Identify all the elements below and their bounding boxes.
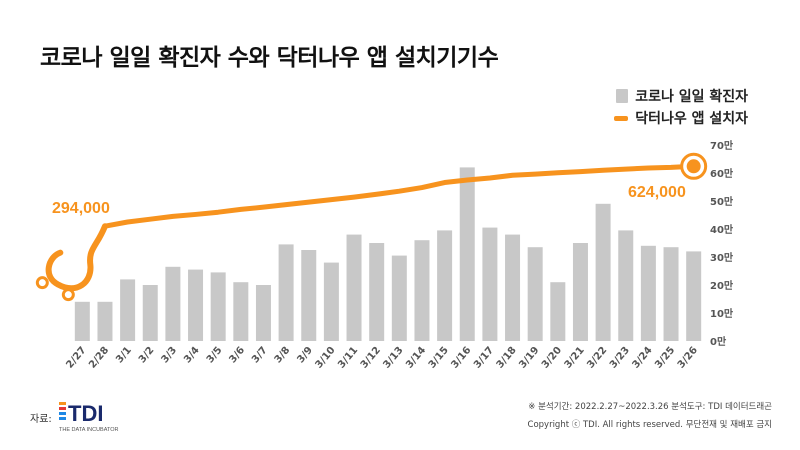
bar-3/11 [346, 234, 362, 341]
chart-title: 코로나 일일 확진자 수와 닥터나우 앱 설치기기수 [40, 45, 499, 71]
x-tick-label: 3/4 [182, 345, 202, 366]
legend-swatch-line [614, 115, 629, 121]
x-tick-label: 2/27 [64, 345, 88, 371]
stethoscope-earpiece [35, 276, 49, 290]
x-tick-label: 3/25 [653, 345, 677, 371]
x-tick-label: 3/10 [313, 345, 337, 371]
bar-3/21 [572, 243, 588, 341]
x-tick-label: 3/23 [608, 345, 632, 371]
end-marker-inner [686, 159, 701, 174]
logo-subtext: THE DATA INCUBATOR [59, 427, 119, 433]
bar-3/5 [210, 272, 226, 341]
bar-3/3 [165, 266, 181, 341]
bar-2/27 [74, 301, 90, 341]
x-tick-label: 3/15 [427, 345, 451, 371]
x-tick-label: 3/20 [540, 345, 564, 371]
y-tick-label: 50만 [710, 195, 734, 208]
legend-swatch-bars [616, 89, 629, 103]
x-tick-label: 3/9 [295, 345, 315, 366]
legend-label-line: 닥터나우 앱 설치자 [635, 111, 748, 127]
x-tick-label: 3/14 [404, 345, 428, 371]
x-tick-label: 2/28 [87, 345, 111, 371]
x-tick-label: 3/7 [250, 345, 270, 366]
x-tick-label: 3/18 [495, 345, 519, 371]
y-tick-label: 10만 [710, 307, 734, 320]
footer-period: ※ 분석기간: 2022.2.27~2022.3.26 분석도구: TDI 데이… [528, 402, 772, 412]
x-tick-label: 3/19 [517, 345, 541, 371]
bar-3/2 [142, 285, 158, 341]
bar-3/14 [414, 240, 430, 341]
y-tick-label: 60만 [710, 167, 734, 180]
tdi-logo: TDI THE DATA INCUBATOR [59, 401, 119, 433]
bar-3/26 [686, 251, 702, 341]
bar-3/24 [640, 245, 656, 341]
x-tick-label: 3/13 [381, 345, 405, 371]
bar-3/25 [663, 247, 679, 341]
bar-3/9 [301, 250, 317, 341]
bar-3/7 [255, 285, 271, 341]
x-tick-label: 3/8 [273, 345, 293, 366]
source-label: 자료: [30, 414, 52, 425]
x-tick-label: 3/17 [472, 345, 496, 371]
bar-3/19 [527, 247, 543, 341]
legend-label-bars: 코로나 일일 확진자 [635, 89, 748, 105]
bar-3/17 [482, 227, 498, 341]
bar-3/8 [278, 244, 294, 341]
bar-3/22 [595, 203, 611, 341]
x-tick-label: 3/6 [227, 345, 247, 366]
annotation-start: 294,000 [52, 200, 110, 217]
x-tick-label: 3/22 [585, 345, 609, 371]
stethoscope-earpiece [61, 288, 75, 302]
bar-3/6 [233, 282, 249, 341]
bar-3/18 [505, 234, 521, 341]
legend-item-bars: 코로나 일일 확진자 [616, 86, 748, 106]
x-tick-label: 3/26 [676, 345, 700, 371]
bar-3/20 [550, 282, 566, 341]
footer-copyright: Copyright ⓒ TDI. All rights reserved. 무단… [527, 420, 772, 430]
bar-3/23 [618, 230, 634, 341]
bar-3/16 [459, 167, 475, 341]
bar-3/1 [120, 279, 136, 341]
x-tick-label: 3/11 [336, 345, 360, 371]
bar-3/13 [391, 255, 407, 341]
line-series-installs [102, 163, 697, 229]
y-tick-label: 20만 [710, 279, 734, 292]
annotation-end: 624,000 [628, 184, 686, 201]
y-tick-label: 0만 [710, 335, 727, 348]
x-tick-label: 3/2 [137, 345, 157, 366]
bar-3/10 [323, 262, 339, 341]
bar-3/12 [369, 243, 385, 341]
x-tick-label: 3/1 [114, 345, 134, 366]
x-tick-label: 3/24 [630, 345, 654, 371]
x-tick-label: 3/16 [449, 345, 473, 371]
x-tick-label: 3/3 [159, 345, 179, 366]
y-tick-label: 40만 [710, 223, 734, 236]
y-tick-label: 70만 [710, 139, 734, 152]
x-tick-label: 3/5 [205, 345, 225, 366]
x-tick-label: 3/21 [563, 345, 587, 371]
y-tick-label: 30만 [710, 251, 734, 264]
logo-text: TDI [68, 401, 103, 426]
x-tick-label: 3/12 [359, 345, 383, 371]
bar-3/4 [188, 269, 204, 341]
bar-2/28 [97, 301, 113, 341]
stethoscope-curl [45, 223, 108, 292]
legend-item-line: 닥터나우 앱 설치자 [614, 108, 748, 128]
bar-3/15 [437, 230, 453, 341]
